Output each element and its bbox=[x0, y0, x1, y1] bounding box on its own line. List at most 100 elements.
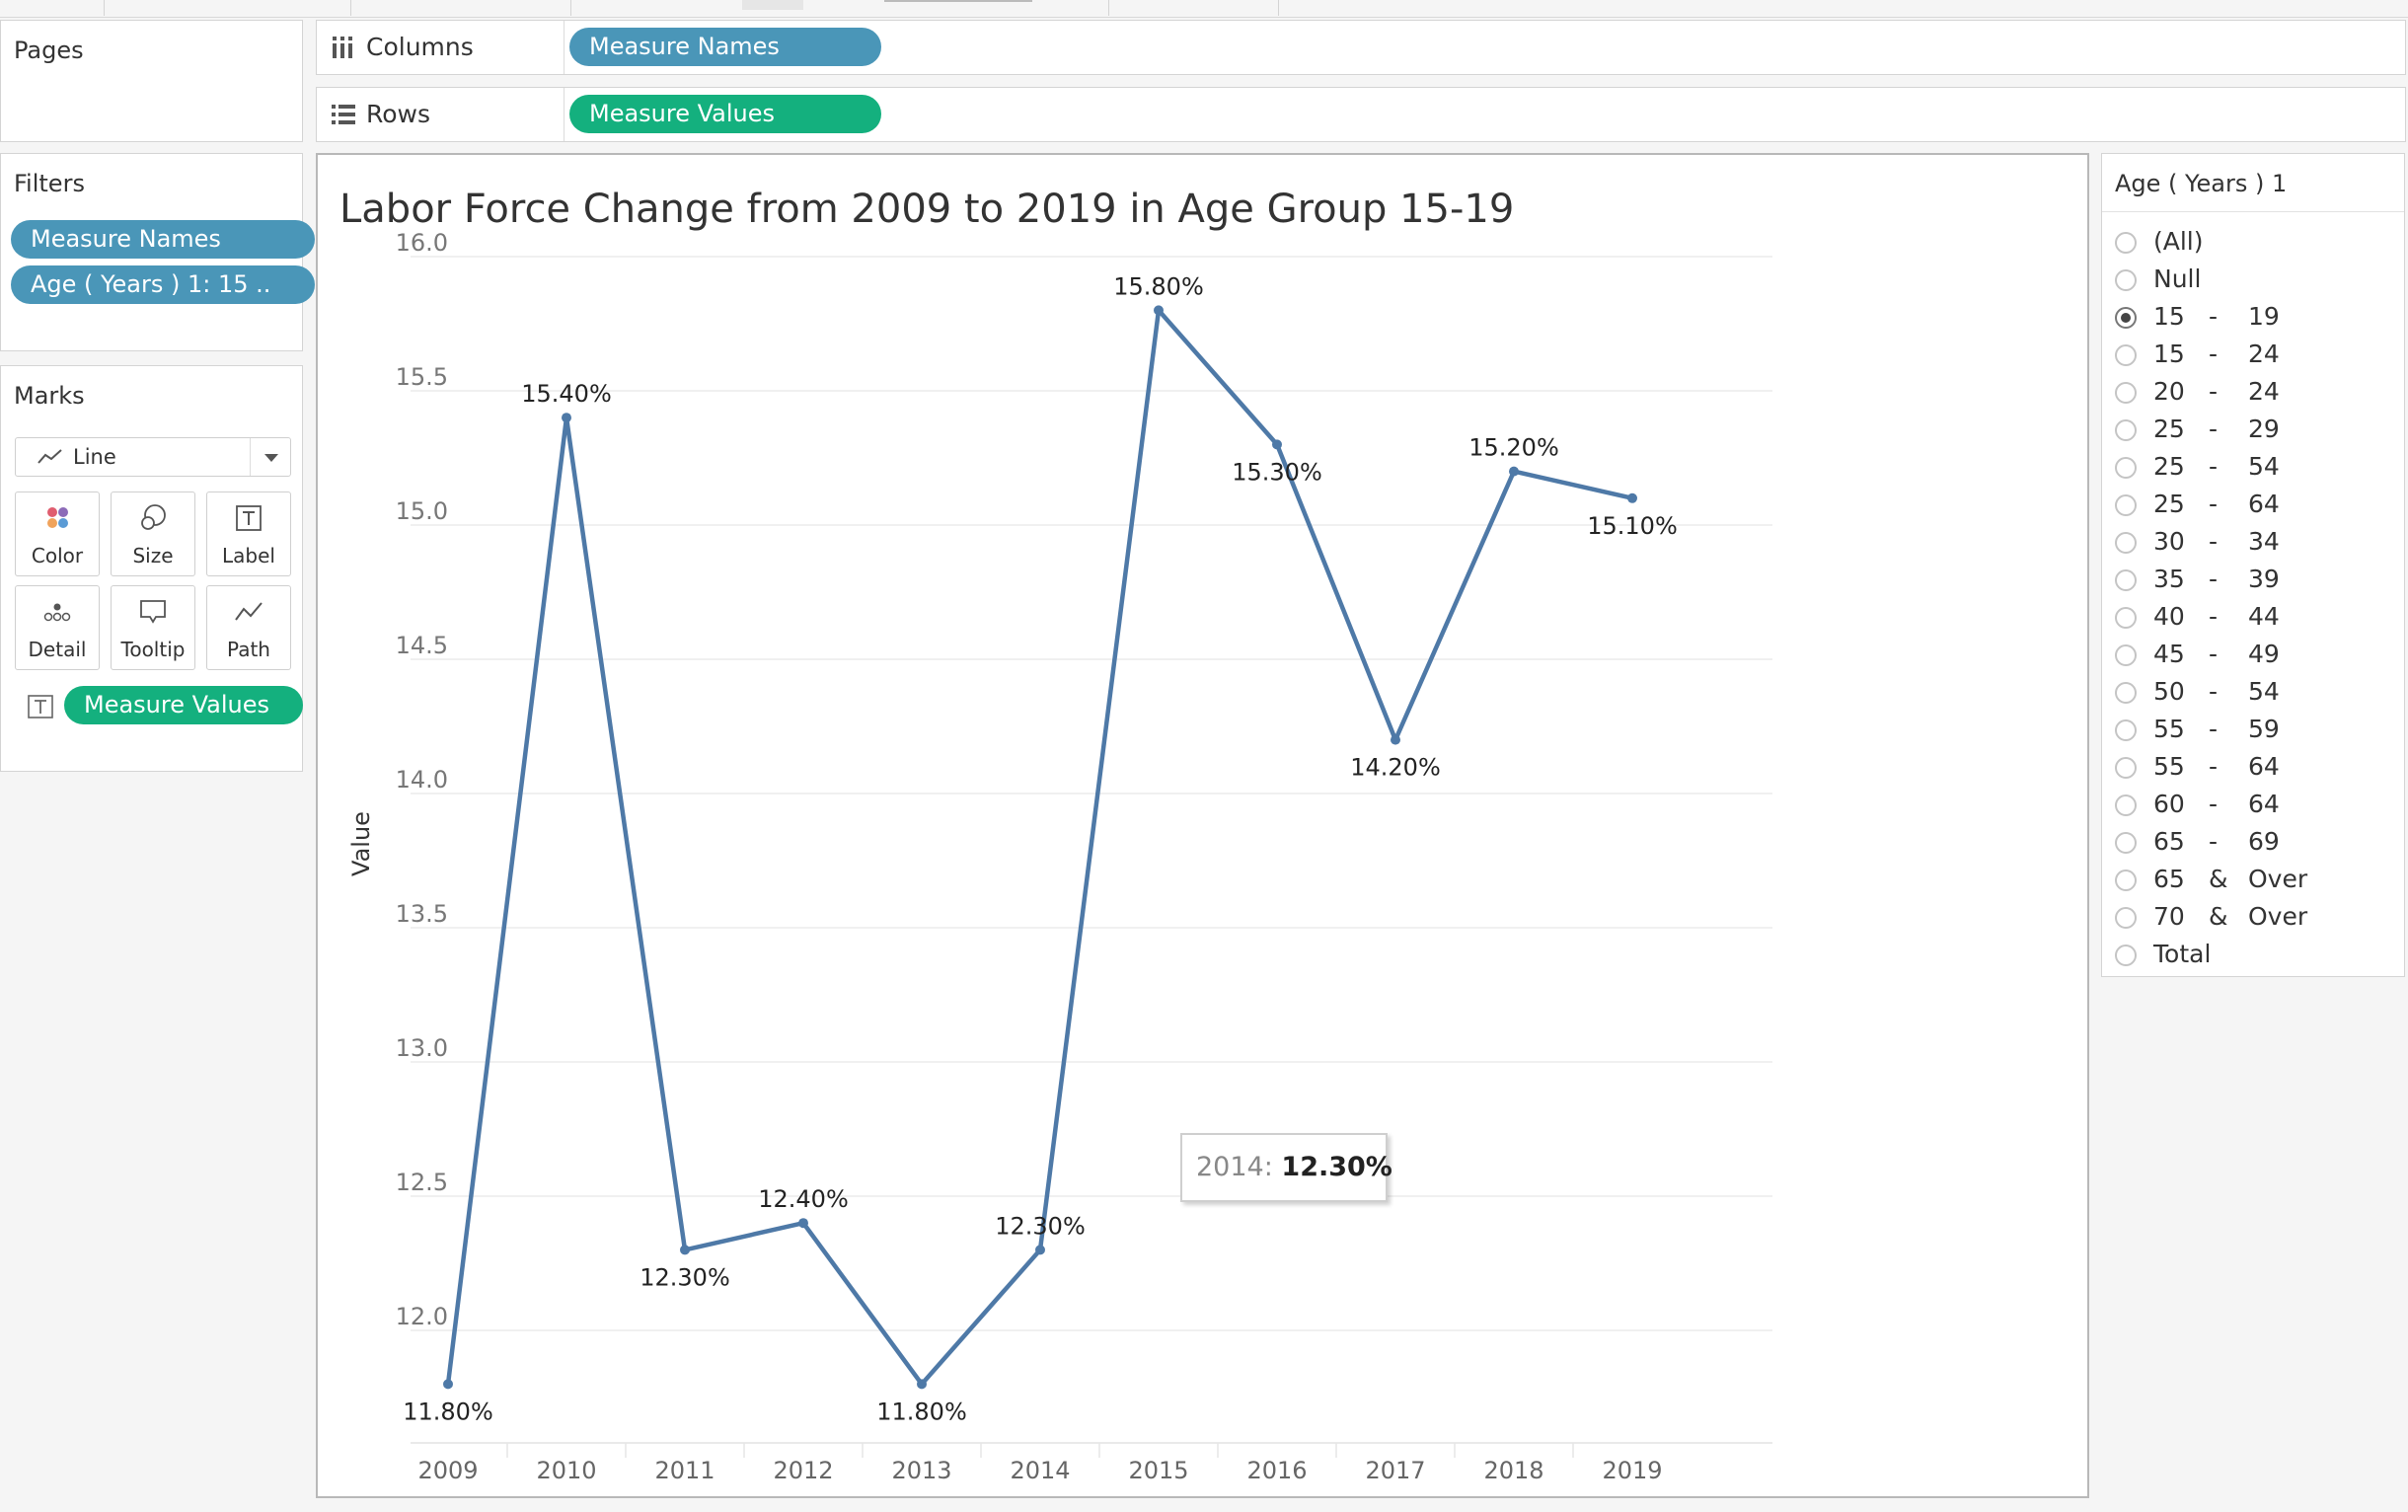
radio-icon[interactable] bbox=[2115, 945, 2137, 966]
color-icon bbox=[47, 507, 68, 528]
radio-icon[interactable] bbox=[2115, 719, 2137, 741]
age-option[interactable]: 20-24 bbox=[2102, 373, 2398, 411]
age-option[interactable]: Null bbox=[2102, 261, 2398, 298]
age-option[interactable]: 25- 29 bbox=[2102, 411, 2398, 448]
radio-icon[interactable] bbox=[2115, 569, 2137, 591]
y-tick-label: 14.0 bbox=[396, 766, 448, 794]
radio-icon[interactable] bbox=[2115, 832, 2137, 854]
age-option-part: 64 bbox=[2248, 752, 2280, 781]
age-option-part: 15 bbox=[2153, 302, 2185, 331]
y-tick-label: 14.5 bbox=[396, 632, 448, 659]
radio-icon[interactable] bbox=[2115, 232, 2137, 254]
radio-icon[interactable] bbox=[2115, 757, 2137, 779]
chart-view: Labor Force Change from 2009 to 2019 in … bbox=[316, 153, 2089, 1498]
radio-selected-icon[interactable] bbox=[2115, 307, 2137, 329]
age-option[interactable]: 65-69 bbox=[2102, 823, 2398, 861]
age-option[interactable]: 70 & Over bbox=[2102, 898, 2398, 936]
data-point[interactable] bbox=[1035, 1245, 1045, 1255]
pages-title: Pages bbox=[14, 37, 84, 64]
tooltip-value: 12.30% bbox=[1281, 1152, 1392, 1182]
data-point[interactable] bbox=[798, 1218, 808, 1229]
data-point[interactable] bbox=[917, 1379, 927, 1390]
age-option[interactable]: 35- 39 bbox=[2102, 561, 2398, 598]
age-option-part: (All) bbox=[2153, 227, 2204, 256]
x-tick-label: 2018 bbox=[1483, 1457, 1543, 1484]
age-option-part: 69 bbox=[2248, 827, 2280, 856]
radio-icon[interactable] bbox=[2115, 344, 2137, 366]
age-option[interactable]: 45- 49 bbox=[2102, 636, 2398, 673]
data-point[interactable] bbox=[1154, 305, 1164, 316]
x-tick-label: 2016 bbox=[1246, 1457, 1307, 1484]
data-point[interactable] bbox=[562, 413, 571, 423]
age-option-part: Null bbox=[2153, 265, 2202, 293]
age-option[interactable]: 50-54 bbox=[2102, 673, 2398, 711]
radio-icon[interactable] bbox=[2115, 794, 2137, 816]
radio-icon[interactable] bbox=[2115, 907, 2137, 929]
marks-label-button[interactable]: Label bbox=[206, 491, 291, 576]
age-option-part: 24 bbox=[2248, 377, 2280, 406]
age-option-part: Over bbox=[2248, 902, 2308, 931]
age-option[interactable]: 30-34 bbox=[2102, 523, 2398, 561]
radio-icon[interactable] bbox=[2115, 869, 2137, 891]
radio-icon[interactable] bbox=[2115, 607, 2137, 629]
data-point[interactable] bbox=[1272, 439, 1282, 450]
y-tick-label: 15.0 bbox=[396, 497, 448, 525]
age-option[interactable]: (All) bbox=[2102, 223, 2398, 261]
marks-color-button[interactable]: Color bbox=[15, 491, 100, 576]
age-option[interactable]: Total bbox=[2102, 936, 2398, 973]
radio-icon[interactable] bbox=[2115, 269, 2137, 291]
columns-shelf-label: Columns bbox=[317, 21, 564, 74]
marks-tooltip-button[interactable]: Tooltip bbox=[111, 585, 195, 670]
age-filter-card: Age ( Years ) 1 (All) Null 15-19 15-24 20-24… bbox=[2101, 153, 2405, 977]
mark-type-dropdown[interactable]: Line bbox=[15, 437, 291, 477]
age-option-part: - bbox=[2209, 490, 2219, 518]
age-option-part: - bbox=[2209, 640, 2219, 668]
marks-pill-measure-values[interactable]: Measure Values bbox=[64, 686, 303, 724]
age-option[interactable]: 65 & Over bbox=[2102, 861, 2398, 898]
x-tick-label: 2014 bbox=[1010, 1457, 1070, 1484]
filter-pill-measure-names[interactable]: Measure Names bbox=[11, 220, 315, 259]
label-label: Label bbox=[222, 544, 275, 567]
radio-icon[interactable] bbox=[2115, 419, 2137, 441]
age-option[interactable]: 25-54 bbox=[2102, 448, 2398, 486]
chart-title: Labor Force Change from 2009 to 2019 in … bbox=[339, 187, 1514, 232]
radio-icon[interactable] bbox=[2115, 494, 2137, 516]
tooltip-box: 2014: 12.30% bbox=[1180, 1133, 1392, 1202]
columns-label: Columns bbox=[366, 33, 474, 61]
age-option[interactable]: 60- 64 bbox=[2102, 786, 2398, 823]
radio-icon[interactable] bbox=[2115, 532, 2137, 554]
rows-shelf[interactable]: Rows Measure Values bbox=[316, 87, 2406, 142]
age-option-part: 40 bbox=[2153, 602, 2185, 631]
columns-shelf[interactable]: Columns Measure Names bbox=[316, 20, 2406, 75]
data-point[interactable] bbox=[1627, 492, 1637, 503]
tooltip-label: Tooltip bbox=[120, 638, 186, 661]
filter-pill-age[interactable]: Age ( Years ) 1: 15 .. bbox=[11, 265, 315, 304]
data-point[interactable] bbox=[680, 1245, 690, 1255]
data-label: 15.20% bbox=[1468, 434, 1559, 462]
age-option-part: 54 bbox=[2248, 452, 2280, 481]
x-tick-label: 2011 bbox=[654, 1457, 715, 1484]
rows-pill-measure-values[interactable]: Measure Values bbox=[569, 95, 881, 133]
columns-pill-measure-names[interactable]: Measure Names bbox=[569, 28, 881, 66]
data-label: 12.30% bbox=[640, 1263, 730, 1291]
age-option[interactable]: 15-19 bbox=[2102, 298, 2398, 336]
radio-icon[interactable] bbox=[2115, 382, 2137, 404]
data-point[interactable] bbox=[1391, 734, 1400, 745]
radio-icon[interactable] bbox=[2115, 682, 2137, 704]
marks-detail-button[interactable]: Detail bbox=[15, 585, 100, 670]
radio-icon[interactable] bbox=[2115, 644, 2137, 666]
age-option[interactable]: 55-64 bbox=[2102, 748, 2398, 786]
marks-size-button[interactable]: Size bbox=[111, 491, 195, 576]
age-option[interactable]: 40-44 bbox=[2102, 598, 2398, 636]
path-icon bbox=[235, 602, 263, 621]
detail-icon bbox=[43, 603, 71, 622]
marks-path-button[interactable]: Path bbox=[206, 585, 291, 670]
radio-icon[interactable] bbox=[2115, 457, 2137, 479]
age-option[interactable]: 25- 64 bbox=[2102, 486, 2398, 523]
age-option-part: - bbox=[2209, 452, 2219, 481]
data-point[interactable] bbox=[443, 1379, 453, 1390]
age-option-part: 44 bbox=[2248, 602, 2280, 631]
age-option[interactable]: 15- 24 bbox=[2102, 336, 2398, 373]
age-option[interactable]: 55- 59 bbox=[2102, 711, 2398, 748]
data-point[interactable] bbox=[1509, 466, 1519, 477]
